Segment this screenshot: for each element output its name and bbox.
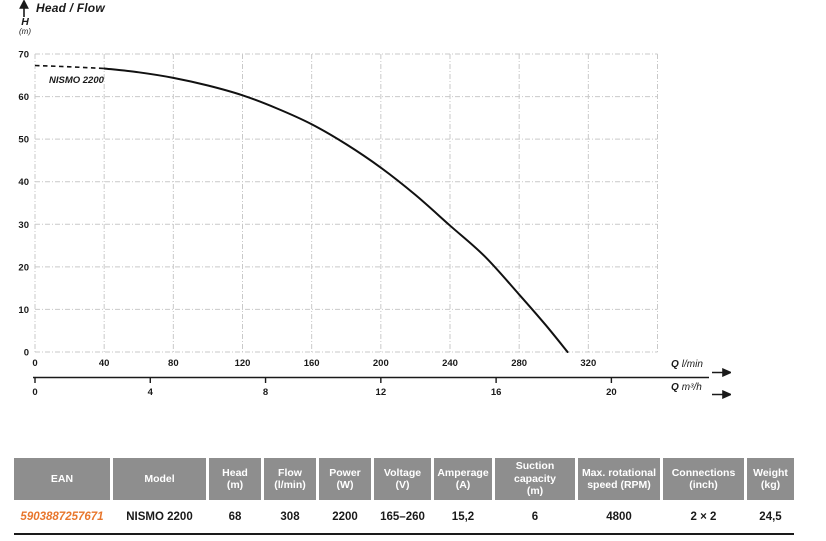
svg-text:16: 16 [491, 387, 502, 398]
cell-head: 68 [228, 511, 242, 523]
svg-text:320: 320 [580, 358, 596, 369]
svg-text:200: 200 [373, 358, 389, 369]
curve-label: NISMO 2200 [49, 75, 104, 86]
cell-power: 2200 [332, 511, 358, 523]
col-header-connections: Connections (inch) [663, 458, 744, 500]
cell-model: NISMO 2200 [126, 511, 193, 523]
spec-table: EAN Model Head (m) Flow (l/min) Power (W) V… [14, 458, 794, 535]
svg-text:240: 240 [442, 358, 458, 369]
col-header-power: Power (W) [319, 458, 371, 500]
cell-connections: 2 × 2 [690, 511, 717, 523]
spec-table-header-row: EAN Model Head (m) Flow (l/min) Power (W) V… [14, 458, 794, 500]
svg-text:280: 280 [511, 358, 527, 369]
cell-amperage: 15,2 [451, 511, 475, 523]
svg-text:12: 12 [376, 387, 387, 398]
tick-labels: 0 10 20 30 40 50 60 70 0 40 80 120 160 200 240 280 320 [18, 50, 596, 370]
svg-text:50: 50 [18, 135, 29, 146]
cell-weight: 24,5 [759, 511, 782, 523]
svg-text:40: 40 [99, 358, 110, 369]
col-header-voltage: Voltage (V) [374, 458, 431, 500]
col-header-model: Model [113, 458, 206, 500]
secondary-axis: 0 4 8 12 16 20 [32, 376, 709, 398]
x-axis-unit: m³/h [681, 382, 702, 393]
chart-title: Head / Flow [36, 1, 105, 15]
svg-text:60: 60 [18, 92, 29, 103]
cell-suction: 6 [531, 511, 539, 523]
svg-text:0: 0 [32, 358, 37, 369]
right-arrow-icon [712, 386, 733, 404]
y-axis-symbol: H [21, 16, 29, 28]
cell-rpm: 4800 [606, 511, 632, 523]
cell-flow: 308 [280, 511, 300, 523]
x-axis-unit: l/min [681, 359, 703, 370]
cell-voltage: 165–260 [380, 511, 425, 523]
col-header-flow: Flow (l/min) [264, 458, 316, 500]
svg-text:20: 20 [606, 387, 617, 398]
head-flow-chart: 0 10 20 30 40 50 60 70 0 40 80 120 160 200 240 280 320 0 4… [18, 0, 733, 404]
svg-text:120: 120 [235, 358, 251, 369]
chart-canvas: 0 10 20 30 40 50 60 70 0 40 80 120 160 200 240 280 320 0 4… [18, 50, 709, 398]
col-header-rpm: Max. rotational speed (RPM) [578, 458, 660, 500]
svg-text:70: 70 [18, 50, 29, 61]
col-header-ean: EAN [14, 458, 110, 500]
up-arrow-icon [18, 0, 30, 22]
grid [34, 53, 658, 353]
svg-text:4: 4 [148, 387, 154, 398]
x-axis-symbol: Q [671, 359, 679, 370]
col-header-amperage: Amperage (A) [434, 458, 492, 500]
svg-text:8: 8 [263, 387, 268, 398]
right-arrow-icon [712, 364, 733, 382]
col-header-head: Head (m) [209, 458, 261, 500]
cell-ean: 5903887257671 [20, 511, 104, 523]
svg-text:30: 30 [18, 220, 29, 231]
svg-text:20: 20 [18, 262, 29, 273]
svg-text:160: 160 [304, 358, 320, 369]
svg-text:40: 40 [18, 177, 29, 188]
y-axis-unit: (m) [19, 27, 31, 36]
svg-text:10: 10 [18, 305, 29, 316]
svg-text:0: 0 [24, 348, 29, 359]
spec-table-data-row: 5903887257671 NISMO 2200 68 308 2200 165… [14, 501, 794, 535]
svg-text:0: 0 [32, 387, 37, 398]
svg-text:80: 80 [168, 358, 179, 369]
col-header-suction: Suction capacity (m) [495, 458, 575, 500]
pump-curve [34, 64, 569, 353]
col-header-weight: Weight (kg) [747, 458, 794, 500]
x-axis-symbol: Q [671, 382, 679, 393]
